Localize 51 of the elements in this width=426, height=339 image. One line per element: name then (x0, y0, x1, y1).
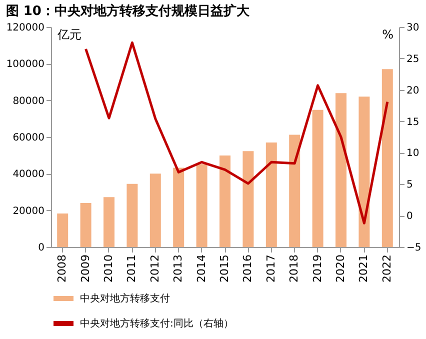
line-series (84, 41, 389, 224)
y2-tick-label: 10 (406, 148, 420, 160)
x-tick-label: 2012 (148, 254, 162, 282)
bar (312, 110, 324, 247)
y-axis-title: 亿元 (56, 28, 82, 42)
x-tick-label: 2008 (56, 254, 69, 282)
x-tick-label: 2009 (78, 254, 92, 282)
y2-axis-title: % (382, 28, 394, 42)
y2-tick-label: 15 (406, 116, 420, 128)
y2-tick-label: 5 (406, 180, 413, 191)
y-tick-label: 100000 (6, 59, 44, 70)
bar (104, 197, 114, 247)
x-tick-label: 2018 (288, 254, 301, 282)
x-tick-label: 2015 (218, 254, 231, 282)
chart-title: 图 10：中央对地方转移支付规模日益扩大 (6, 3, 250, 19)
bar (242, 151, 254, 247)
legend-label: 中央对地方转移支付:同比（右轴） (80, 318, 234, 330)
bar (220, 156, 230, 247)
y-tick-label: 20000 (12, 206, 44, 217)
bar (336, 93, 346, 247)
x-tick-label: 2011 (125, 254, 138, 282)
x-tick-label: 2014 (194, 254, 208, 282)
y-tick-label: 120000 (6, 22, 44, 34)
bar (57, 213, 68, 247)
x-tick-label: 2021 (357, 254, 370, 282)
bar (196, 164, 208, 247)
y2-tick-label: 20 (406, 85, 420, 96)
y-tick-label: 60000 (12, 132, 44, 144)
bar (80, 203, 92, 247)
y-tick-label: 80000 (12, 96, 44, 107)
x-tick-label: 2016 (241, 254, 254, 282)
legend-label: 中央对地方转移支付 (80, 292, 170, 304)
bar (266, 142, 277, 247)
bar (126, 184, 138, 247)
bar (382, 69, 393, 247)
bar (289, 134, 300, 247)
y2-tick-label: −5 (406, 242, 422, 254)
bar (358, 96, 370, 247)
x-tick-label: 2019 (310, 254, 324, 282)
bar (173, 168, 184, 247)
y-tick-label: 40000 (12, 169, 44, 180)
x-tick-label: 2022 (380, 254, 394, 282)
y2-tick-label: 30 (406, 22, 420, 34)
y-tick-label: 0 (38, 242, 44, 254)
x-tick-label: 2013 (172, 254, 185, 282)
y2-tick-label: 0 (406, 211, 413, 222)
x-tick-label: 2020 (334, 254, 347, 282)
bar (150, 174, 161, 247)
x-tick-label: 2010 (102, 254, 115, 282)
x-tick-label: 2017 (264, 254, 278, 282)
y2-tick-label: 25 (406, 54, 420, 65)
